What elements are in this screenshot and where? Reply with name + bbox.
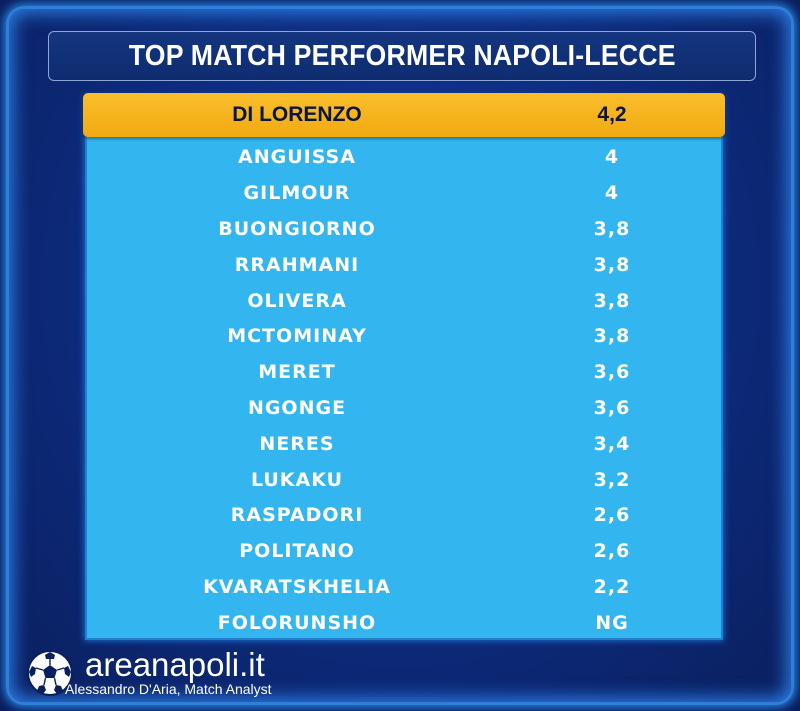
player-name: LUKAKU bbox=[250, 468, 344, 491]
player-row: RASPADORI 2,6 bbox=[87, 498, 721, 534]
player-name: ANGUISSA bbox=[238, 146, 356, 169]
player-name: POLITANO bbox=[239, 540, 355, 563]
player-score: 3,8 bbox=[593, 217, 631, 240]
player-row: FOLORUNSHO NG bbox=[87, 605, 721, 641]
player-row: GILMOUR 4 bbox=[87, 175, 721, 211]
page-title: TOP MATCH PERFORMER NAPOLI-LECCE bbox=[128, 39, 676, 72]
player-score: 3,8 bbox=[593, 325, 631, 348]
brand-credit: Alessandro D'Aria, Match Analyst bbox=[65, 681, 272, 697]
player-score: 3,4 bbox=[593, 432, 631, 455]
player-name: NGONGE bbox=[247, 396, 347, 419]
player-row: NGONGE 3,6 bbox=[87, 390, 721, 426]
player-score: 3,6 bbox=[593, 361, 631, 384]
player-score: 2,2 bbox=[593, 575, 631, 598]
top-performer-row: DI LORENZO 4,2 bbox=[83, 93, 725, 137]
player-score: 4,2 bbox=[597, 103, 627, 126]
player-row: NERES 3,4 bbox=[87, 426, 721, 462]
title-box: TOP MATCH PERFORMER NAPOLI-LECCE bbox=[48, 31, 756, 81]
player-row: OLIVERA 3,8 bbox=[87, 283, 721, 319]
player-name: FOLORUNSHO bbox=[217, 611, 377, 634]
player-name: MERET bbox=[258, 361, 336, 384]
player-score: 4 bbox=[604, 182, 620, 205]
player-name: OLIVERA bbox=[247, 289, 347, 312]
player-row: ANGUISSA 4 bbox=[87, 140, 721, 176]
player-score: 2,6 bbox=[593, 540, 631, 563]
player-row: LUKAKU 3,2 bbox=[87, 462, 721, 498]
player-row: BUONGIORNO 3,8 bbox=[87, 211, 721, 247]
player-name: MCTOMINAY bbox=[227, 325, 367, 348]
player-score: NG bbox=[595, 611, 629, 634]
player-row: POLITANO 2,6 bbox=[87, 533, 721, 569]
player-score: 3,6 bbox=[593, 396, 631, 419]
player-row: MERET 3,6 bbox=[87, 354, 721, 390]
player-name: KVARATSKHELIA bbox=[203, 575, 391, 598]
player-name: DI LORENZO bbox=[232, 103, 362, 126]
player-score: 2,6 bbox=[593, 504, 631, 527]
ratings-table: DI LORENZO 4,2 ANGUISSA 4 GILMOUR 4 BUONGIOR… bbox=[83, 93, 725, 641]
player-score: 3,8 bbox=[593, 253, 631, 276]
player-row: MCTOMINAY 3,8 bbox=[87, 319, 721, 355]
player-score: 4 bbox=[604, 146, 620, 169]
brand-name: areanapoli.it bbox=[85, 646, 265, 683]
player-name: RRAHMANI bbox=[234, 253, 360, 276]
player-row: KVARATSKHELIA 2,2 bbox=[87, 569, 721, 605]
player-name: GILMOUR bbox=[243, 182, 351, 205]
soccer-ball-icon bbox=[27, 650, 73, 696]
player-name: RASPADORI bbox=[230, 504, 364, 527]
player-name: NERES bbox=[259, 432, 335, 455]
player-name: BUONGIORNO bbox=[218, 217, 376, 240]
player-score: 3,8 bbox=[593, 289, 631, 312]
player-score: 3,2 bbox=[593, 468, 631, 491]
player-row: RRAHMANI 3,8 bbox=[87, 247, 721, 283]
